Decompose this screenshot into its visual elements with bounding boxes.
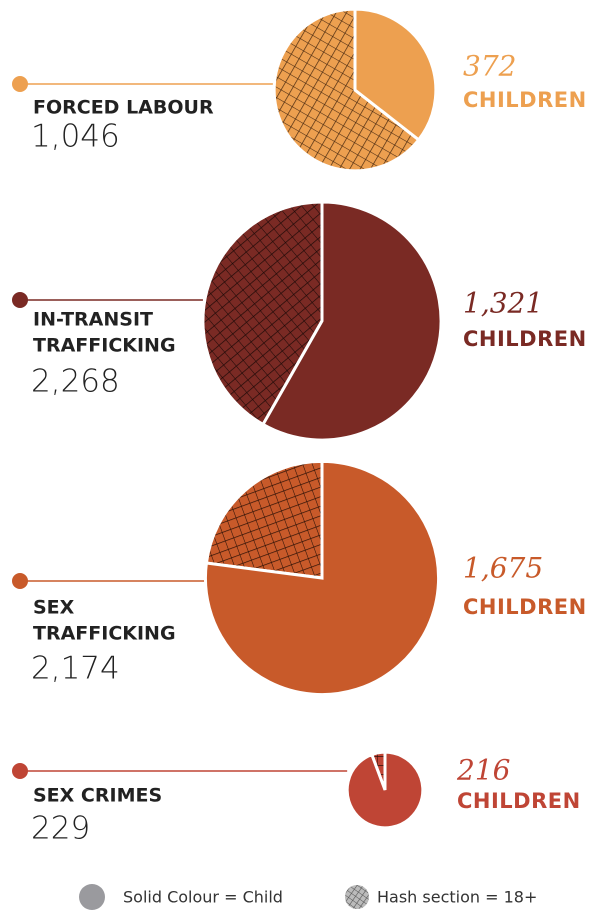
leader-dot	[12, 573, 28, 589]
pie-slice-child	[260, 200, 443, 442]
pie-slice-adult	[272, 7, 421, 173]
legend-solid-swatch	[79, 884, 105, 910]
leader-dot	[12, 76, 28, 92]
children-value: 1,321	[463, 287, 543, 320]
total-value: 1,046	[31, 119, 120, 155]
children-label: CHILDREN	[463, 327, 587, 351]
total-value: 229	[31, 811, 90, 847]
category-label: TRAFFICKING	[33, 335, 176, 357]
category-label: SEX	[33, 597, 75, 619]
children-value: 372	[463, 50, 516, 83]
children-value: 216	[456, 754, 510, 787]
leader-dot	[12, 292, 28, 308]
pie-slice-adult	[201, 200, 324, 427]
pie-slice-child	[345, 750, 425, 830]
pie-slice-child	[353, 7, 438, 142]
legend-label: Hash section = 18+	[377, 888, 537, 907]
pie-slice-child	[203, 459, 440, 697]
legend-label: Solid Colour = Child	[123, 888, 283, 907]
total-value: 2,174	[31, 651, 120, 687]
category-label: IN-TRANSIT	[33, 309, 153, 331]
pie-slice-adult	[204, 459, 324, 580]
children-label: CHILDREN	[463, 595, 587, 619]
category-label: TRAFFICKING	[33, 623, 176, 645]
category-label: FORCED LABOUR	[33, 97, 214, 119]
children-label: CHILDREN	[457, 789, 581, 813]
category-label: SEX CRIMES	[33, 785, 162, 807]
children-label: CHILDREN	[463, 88, 587, 112]
total-value: 2,268	[31, 364, 120, 400]
children-value: 1,675	[463, 552, 543, 585]
legend-hash-swatch	[345, 885, 369, 909]
leader-dot	[12, 763, 28, 779]
